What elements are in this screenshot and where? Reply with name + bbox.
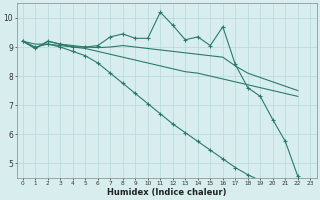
X-axis label: Humidex (Indice chaleur): Humidex (Indice chaleur) <box>107 188 226 197</box>
